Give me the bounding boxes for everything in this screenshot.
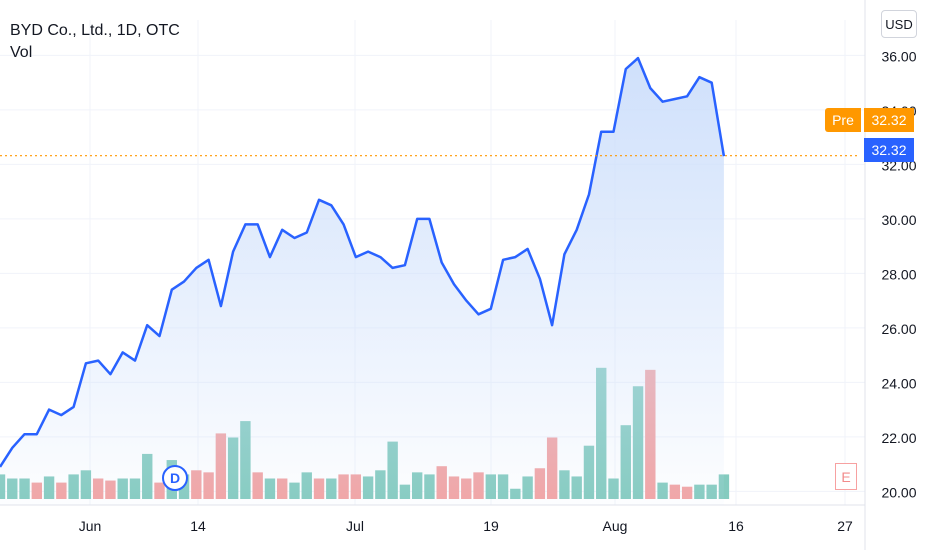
- currency-button[interactable]: USD: [881, 10, 917, 38]
- dividend-marker-icon[interactable]: D: [162, 465, 188, 491]
- price-area: [0, 58, 724, 505]
- time-tick-label: 27: [837, 518, 853, 534]
- volume-bar: [718, 474, 730, 499]
- time-tick-label: 16: [728, 518, 744, 534]
- symbol-title[interactable]: BYD Co., Ltd., 1D, OTC: [10, 22, 180, 39]
- chart-legend: BYD Co., Ltd., 1D, OTC Vol: [10, 20, 180, 64]
- time-tick-label: 19: [483, 518, 499, 534]
- time-axis-labels: Jun 14 Jul 19 Aug 16 27: [79, 518, 853, 534]
- price-tick-label: 36.00: [881, 48, 916, 64]
- volume-legend-label[interactable]: Vol: [10, 44, 33, 61]
- time-tick-label: Jun: [79, 518, 102, 534]
- price-tick-label: 28.00: [881, 266, 916, 282]
- price-tick-label: 30.00: [881, 212, 916, 228]
- last-price-tag: 32.32: [864, 138, 914, 162]
- price-tick-label: 26.00: [881, 321, 916, 337]
- price-axis-labels: 20.0022.0024.0026.0028.0030.0032.0034.00…: [881, 48, 916, 500]
- time-tick-label: Aug: [603, 518, 628, 534]
- pre-market-badge: Pre: [825, 108, 861, 132]
- time-tick-label: Jul: [346, 518, 364, 534]
- time-tick-label: 14: [190, 518, 206, 534]
- price-tick-label: 24.00: [881, 375, 916, 391]
- pre-market-price-tag: 32.32: [864, 108, 914, 132]
- price-line: [0, 56, 726, 468]
- price-tick-label: 22.00: [881, 430, 916, 446]
- earnings-marker-icon[interactable]: E: [835, 463, 857, 490]
- price-tick-label: 20.00: [881, 484, 916, 500]
